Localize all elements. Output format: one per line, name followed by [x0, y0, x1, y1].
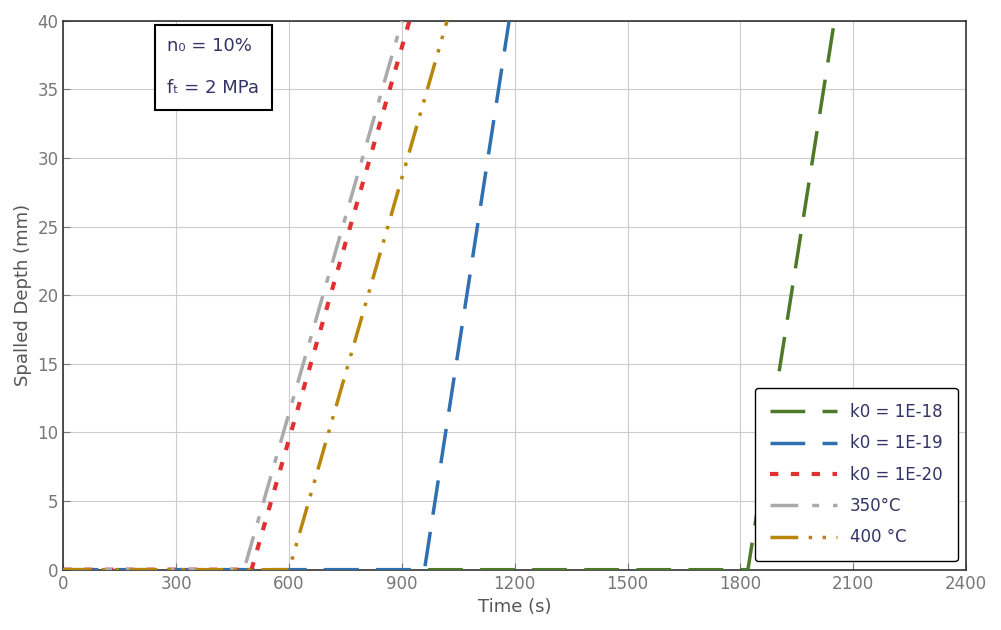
Legend: k0 = 1E-18, k0 = 1E-19, k0 = 1E-20, 350°C, 400 °C: k0 = 1E-18, k0 = 1E-19, k0 = 1E-20, 350°…: [755, 388, 958, 561]
Text: n₀ = 10%

fₜ = 2 MPa: n₀ = 10% fₜ = 2 MPa: [167, 37, 259, 97]
X-axis label: Time (s): Time (s): [478, 598, 552, 616]
Y-axis label: Spalled Depth (mm): Spalled Depth (mm): [14, 204, 32, 386]
